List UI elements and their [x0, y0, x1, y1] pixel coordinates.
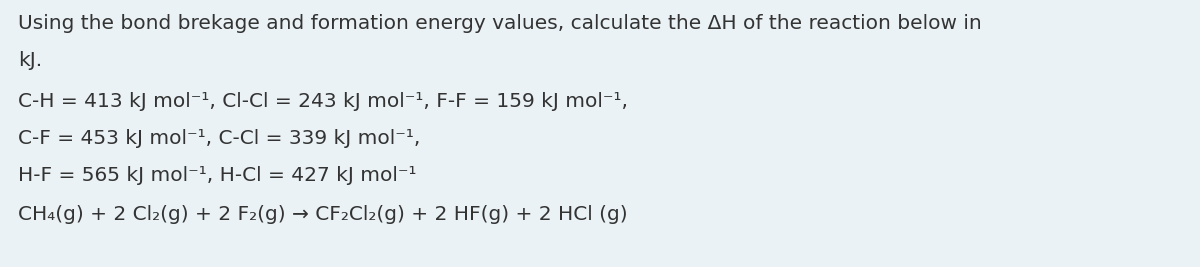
Text: kJ.: kJ.: [18, 51, 42, 70]
Text: Using the bond brekage and formation energy values, calculate the ΔH of the reac: Using the bond brekage and formation ene…: [18, 14, 982, 33]
Text: C-F = 453 kJ mol⁻¹, C-Cl = 339 kJ mol⁻¹,: C-F = 453 kJ mol⁻¹, C-Cl = 339 kJ mol⁻¹,: [18, 129, 420, 148]
Text: C-H = 413 kJ mol⁻¹, Cl-Cl = 243 kJ mol⁻¹, F-F = 159 kJ mol⁻¹,: C-H = 413 kJ mol⁻¹, Cl-Cl = 243 kJ mol⁻¹…: [18, 92, 628, 111]
Text: CH₄(g) + 2 Cl₂(g) + 2 F₂(g) → CF₂Cl₂(g) + 2 HF(g) + 2 HCl (g): CH₄(g) + 2 Cl₂(g) + 2 F₂(g) → CF₂Cl₂(g) …: [18, 205, 628, 224]
Text: H-F = 565 kJ mol⁻¹, H-Cl = 427 kJ mol⁻¹: H-F = 565 kJ mol⁻¹, H-Cl = 427 kJ mol⁻¹: [18, 166, 416, 185]
